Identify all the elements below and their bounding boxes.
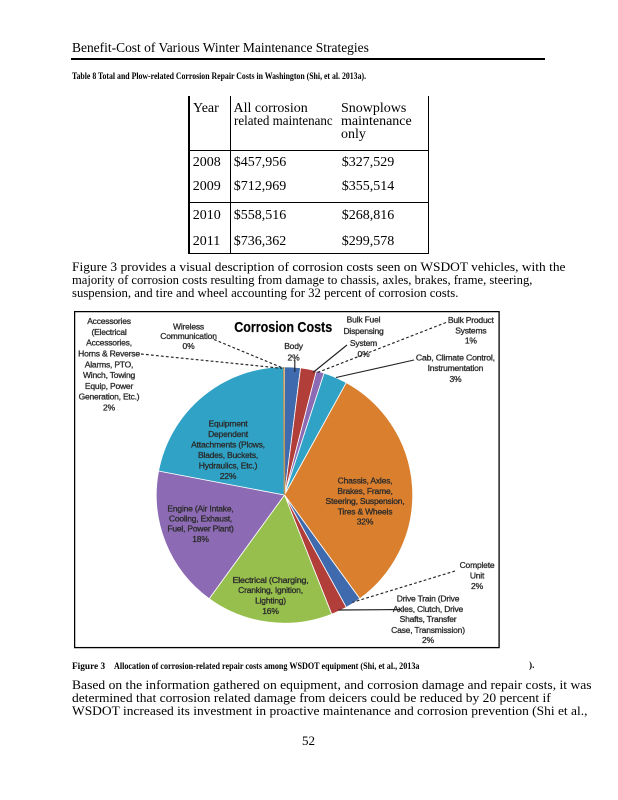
- svg-text:Communication: Communication: [160, 331, 217, 341]
- svg-text:Dependent: Dependent: [208, 429, 249, 439]
- svg-text:Body: Body: [284, 341, 304, 351]
- svg-text:Axles, Clutch, Drive: Axles, Clutch, Drive: [393, 604, 464, 614]
- svg-text:Equipment: Equipment: [209, 419, 249, 429]
- svg-text:0%: 0%: [183, 341, 196, 351]
- svg-text:Brakes, Frame,: Brakes, Frame,: [337, 486, 392, 496]
- svg-text:Horns & Reverse: Horns & Reverse: [78, 349, 140, 359]
- svg-text:Engine (Air Intake,: Engine (Air Intake,: [167, 503, 233, 513]
- svg-text:Unit: Unit: [470, 571, 485, 581]
- svg-text:(Electrical: (Electrical: [91, 327, 126, 337]
- svg-text:Attachments (Plows,: Attachments (Plows,: [191, 440, 265, 450]
- svg-text:16%: 16%: [262, 606, 279, 616]
- svg-text:2%: 2%: [103, 402, 116, 412]
- svg-text:Hydraulics, Etc.): Hydraulics, Etc.): [199, 461, 258, 471]
- svg-text:Blades, Buckets,: Blades, Buckets,: [198, 450, 258, 460]
- svg-text:Instrumentation: Instrumentation: [428, 363, 484, 373]
- svg-text:2%: 2%: [422, 635, 435, 645]
- svg-text:22%: 22%: [220, 471, 237, 481]
- svg-text:Electrical (Charging,: Electrical (Charging,: [233, 575, 309, 585]
- svg-text:3%: 3%: [449, 374, 462, 384]
- svg-text:Winch, Towing: Winch, Towing: [83, 370, 136, 380]
- svg-text:2%: 2%: [288, 353, 301, 363]
- svg-text:Alarms, PTO,: Alarms, PTO,: [85, 359, 133, 369]
- svg-text:32%: 32%: [357, 517, 374, 527]
- svg-text:Tires & Wheels: Tires & Wheels: [338, 506, 393, 516]
- svg-text:Shafts, Transfer: Shafts, Transfer: [400, 614, 457, 624]
- svg-text:Generation, Etc.): Generation, Etc.): [79, 392, 140, 402]
- svg-text:Fuel, Power Plant): Fuel, Power Plant): [167, 524, 234, 534]
- svg-text:Complete: Complete: [460, 560, 495, 570]
- svg-text:Cranking, Ignition,: Cranking, Ignition,: [238, 585, 303, 595]
- svg-text:Systems: Systems: [455, 325, 486, 335]
- svg-text:2%: 2%: [471, 581, 484, 591]
- svg-text:Dispensing: Dispensing: [343, 326, 384, 336]
- svg-text:Cooling, Exhaust,: Cooling, Exhaust,: [169, 514, 232, 524]
- svg-text:Bulk Fuel: Bulk Fuel: [347, 314, 381, 324]
- svg-text:Case, Transmission): Case, Transmission): [391, 625, 465, 635]
- svg-text:Drive Train (Drive: Drive Train (Drive: [397, 594, 460, 604]
- svg-text:Bulk Product: Bulk Product: [448, 315, 495, 325]
- svg-text:Equip, Power: Equip, Power: [85, 381, 134, 391]
- svg-text:Accessories,: Accessories,: [86, 338, 132, 348]
- svg-text:Steering, Suspension,: Steering, Suspension,: [326, 496, 405, 506]
- svg-text:Accessories: Accessories: [87, 316, 131, 326]
- svg-text:Lighting): Lighting): [255, 596, 286, 606]
- svg-text:Wireless: Wireless: [173, 321, 204, 331]
- svg-text:0%: 0%: [358, 349, 371, 359]
- svg-text:Corrosion Costs: Corrosion Costs: [234, 319, 332, 336]
- svg-text:1%: 1%: [465, 336, 478, 346]
- svg-text:System: System: [350, 338, 377, 348]
- svg-text:Cab, Climate Control,: Cab, Climate Control,: [416, 353, 495, 363]
- svg-text:18%: 18%: [192, 534, 209, 544]
- svg-text:Chassis, Axles,: Chassis, Axles,: [338, 476, 393, 486]
